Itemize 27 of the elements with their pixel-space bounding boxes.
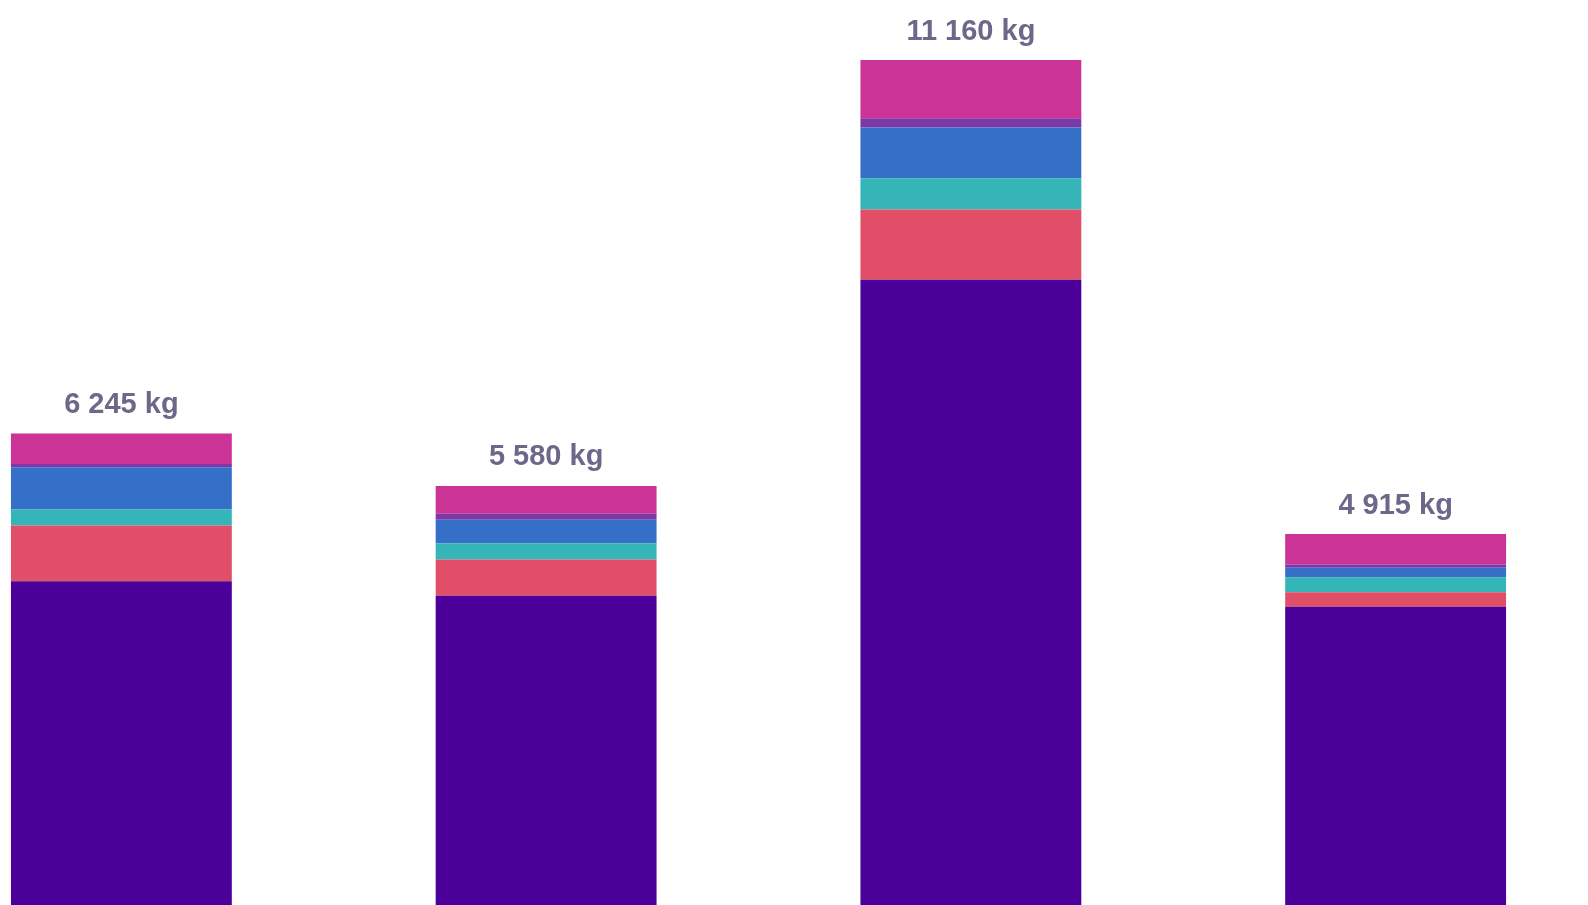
text: 11 160 kg: [906, 13, 1036, 46]
annotation: 6 245 kg: [64, 386, 179, 419]
bar: [1285, 606, 1507, 905]
bar: [860, 178, 1082, 210]
bar: [435, 485, 657, 514]
annotation: 4 915 kg: [1338, 487, 1453, 520]
bar: [10, 467, 232, 510]
bar: [10, 433, 232, 464]
bar: [1285, 564, 1507, 568]
bar: [860, 279, 1082, 905]
bar: [10, 581, 232, 905]
bar: [435, 559, 657, 596]
bar: [1285, 567, 1507, 578]
bar: [10, 509, 232, 526]
bar: [860, 127, 1082, 179]
bar: [1285, 534, 1507, 565]
bar: [860, 209, 1082, 280]
bar: [1285, 577, 1507, 593]
bar: [435, 543, 657, 560]
bar: [435, 513, 657, 520]
bar: [435, 519, 657, 544]
bar: [860, 118, 1082, 128]
bar: [860, 60, 1082, 119]
bar: [435, 595, 657, 905]
bar: [1285, 592, 1507, 607]
bar: [10, 525, 232, 582]
annotation: 5 580 kg: [488, 439, 604, 472]
